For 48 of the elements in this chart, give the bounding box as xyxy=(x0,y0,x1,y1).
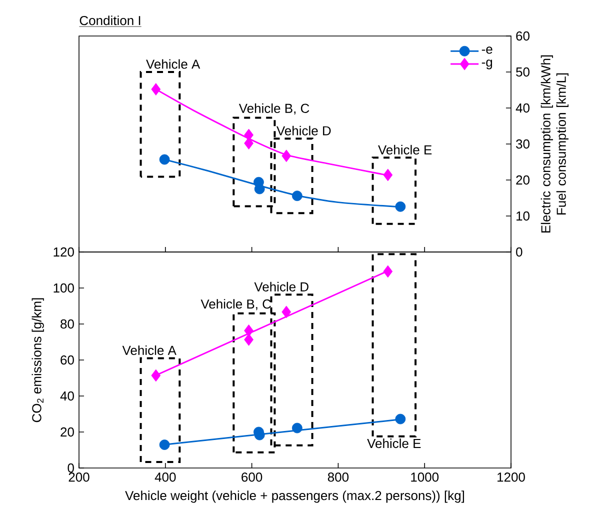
point xyxy=(159,154,170,165)
annotation: Vehicle B, C xyxy=(238,103,310,115)
y-tick-label: 40 xyxy=(60,391,74,401)
annotation: Vehicle E xyxy=(367,438,421,448)
point xyxy=(282,306,292,318)
annotation: Vehicle D xyxy=(254,282,308,292)
y-tick-label: 120 xyxy=(54,247,74,257)
y-tick-label: 0 xyxy=(68,463,74,473)
y2-tick-label: 0 xyxy=(516,247,522,257)
x-tick-label: 800 xyxy=(328,472,349,482)
y-tick-label: 20 xyxy=(60,427,74,437)
x-tick-label: 1000 xyxy=(411,472,439,482)
x-tick-label: 1200 xyxy=(498,472,525,482)
annotation: Vehicle A xyxy=(122,345,176,355)
y-tick-label: 80 xyxy=(60,319,74,329)
y2-tick-label: 20 xyxy=(516,175,530,185)
point xyxy=(151,83,161,96)
point xyxy=(244,324,254,337)
legend-label: -e xyxy=(482,46,492,54)
chart-title: Condition I xyxy=(80,16,140,26)
point xyxy=(254,184,265,194)
point xyxy=(292,190,302,202)
y2-tick-label: 50 xyxy=(516,67,530,77)
point xyxy=(159,440,170,450)
y2-axis-title: Electric consumption [km/kWh] Fuel consumption [km/L] xyxy=(540,55,568,233)
point xyxy=(282,150,292,162)
y2-tick-label: 10 xyxy=(516,211,530,221)
annotation: Vehicle B, C xyxy=(200,299,271,310)
point xyxy=(292,422,302,434)
point xyxy=(151,369,161,382)
x-tick-label: 400 xyxy=(154,472,176,482)
x-tick-label: 600 xyxy=(242,472,262,482)
y2-tick-label: 40 xyxy=(516,103,530,113)
annotation: Vehicle A xyxy=(146,59,200,69)
legend-label: -g xyxy=(482,60,492,70)
point xyxy=(395,414,406,424)
y-tick-label: 100 xyxy=(54,283,74,293)
point xyxy=(383,265,393,278)
point xyxy=(395,201,406,212)
y2-tick-label: 30 xyxy=(516,139,530,149)
annotation: Vehicle D xyxy=(276,126,331,136)
annotation: Vehicle E xyxy=(378,144,432,154)
point xyxy=(383,168,393,182)
x-axis-title: Vehicle weight (vehicle + passengers (max.2 persons)) [kg] xyxy=(125,490,464,503)
y-tick-label: 60 xyxy=(60,355,74,365)
y-axis-title: CO$_{2}$ emissions [g/km] xyxy=(32,298,44,422)
x-tick-label: 200 xyxy=(68,472,90,482)
y2-tick-label: 60 xyxy=(516,31,530,41)
